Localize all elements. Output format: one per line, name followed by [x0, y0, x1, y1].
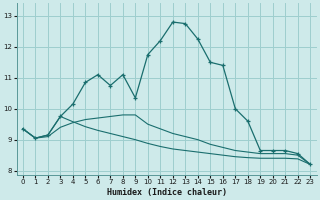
X-axis label: Humidex (Indice chaleur): Humidex (Indice chaleur) [107, 188, 227, 197]
